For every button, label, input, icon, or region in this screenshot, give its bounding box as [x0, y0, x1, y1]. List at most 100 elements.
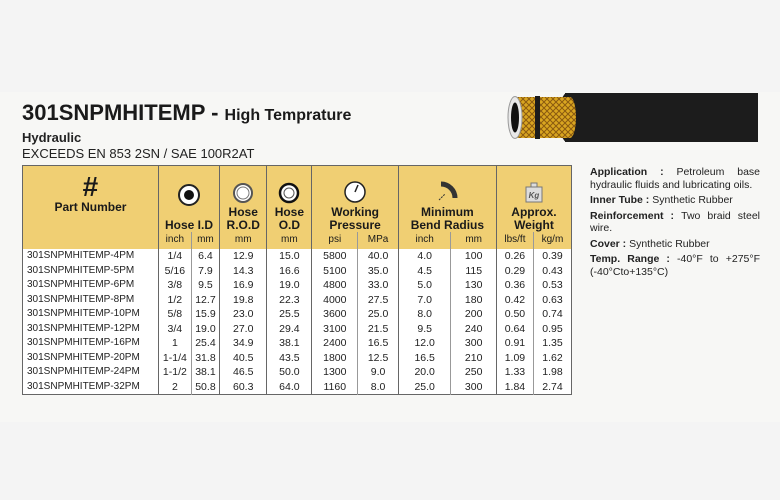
header-hose-id: Hose I.D: [157, 165, 220, 232]
value-cell: 5.0: [397, 278, 451, 293]
value-cell: 0.95: [532, 321, 572, 336]
unit-blank: [22, 232, 159, 249]
value-cell: 2400: [311, 336, 358, 351]
value-cell: 1/4: [157, 249, 192, 264]
value-cell: 21.5: [357, 321, 399, 336]
header-bend-radius: Minimum Bend Radius: [397, 165, 497, 232]
value-cell: 0.53: [532, 278, 572, 293]
unit-label: mm: [266, 232, 312, 249]
value-cell: 1: [157, 336, 192, 351]
value-cell: 25.0: [397, 379, 451, 395]
svg-text:Kg: Kg: [529, 191, 540, 200]
value-cell: 3/8: [157, 278, 192, 293]
value-cell: 12.9: [219, 249, 267, 264]
value-cell: 1300: [311, 365, 358, 380]
value-cell: 1160: [311, 379, 358, 395]
product-standard: EXCEEDS EN 853 2SN / SAE 100R2AT: [22, 146, 255, 161]
value-cell: 4.5: [397, 263, 451, 278]
value-cell: 1800: [311, 350, 358, 365]
part-number-cell: 301SNPMHITEMP-8PM: [22, 292, 159, 307]
value-cell: 4.0: [397, 249, 451, 264]
value-cell: 4800: [311, 278, 358, 293]
header-hose-rod: Hose R.O.D: [219, 165, 267, 232]
weight-icon: Kg: [525, 182, 543, 203]
value-cell: 31.8: [190, 350, 220, 365]
value-cell: 0.42: [495, 292, 534, 307]
info-item: Inner Tube : Synthetic Rubber: [590, 194, 733, 206]
value-cell: 16.9: [219, 278, 267, 293]
value-cell: 100: [450, 249, 497, 264]
value-cell: 1.35: [532, 336, 572, 351]
value-cell: 15.9: [190, 307, 220, 322]
value-cell: 4000: [311, 292, 358, 307]
value-cell: 12.5: [357, 350, 399, 365]
value-cell: 0.39: [532, 249, 572, 264]
part-number-cell: 301SNPMHITEMP-32PM: [22, 379, 159, 395]
value-cell: 5800: [311, 249, 358, 264]
value-cell: 33.0: [357, 278, 399, 293]
info-item: Cover : Synthetic Rubber: [590, 237, 710, 250]
value-cell: 7.0: [397, 292, 451, 307]
value-cell: 46.5: [219, 365, 267, 380]
value-cell: 19.8: [219, 292, 267, 307]
value-cell: 1.62: [532, 350, 572, 365]
value-cell: 0.63: [532, 292, 572, 307]
value-cell: 7.9: [190, 263, 220, 278]
table-row: 301SNPMHITEMP-20PM 1-1/4 31.8 40.5 43.5 1800 1…: [22, 350, 572, 365]
part-number-cell: 301SNPMHITEMP-16PM: [22, 336, 159, 351]
value-cell: 14.3: [219, 263, 267, 278]
part-number-cell: 301SNPMHITEMP-10PM: [22, 307, 159, 322]
value-cell: 180: [450, 292, 497, 307]
header-working-pressure: Working Pressure: [311, 165, 399, 232]
value-cell: 0.43: [532, 263, 572, 278]
value-cell: 9.5: [190, 278, 220, 293]
value-cell: 0.26: [495, 249, 534, 264]
hose-od-icon: [279, 182, 300, 204]
value-cell: 1-1/2: [157, 365, 192, 380]
value-cell: 0.50: [495, 307, 534, 322]
hose-rod-icon: [233, 183, 254, 203]
value-cell: 3100: [311, 321, 358, 336]
unit-label: mm: [219, 232, 267, 249]
value-cell: 40.0: [357, 249, 399, 264]
header-weight: Kg Approx. Weight: [495, 165, 572, 232]
value-cell: 25.0: [357, 307, 399, 322]
table-row: 301SNPMHITEMP-5PM 5/16 7.9 14.3 16.6 5100 35.0…: [22, 263, 572, 278]
bend-radius-icon: [439, 181, 458, 201]
unit-label: psi: [311, 232, 358, 249]
value-cell: 200: [450, 307, 497, 322]
value-cell: 60.3: [219, 379, 267, 395]
value-cell: 5100: [311, 263, 358, 278]
part-number-cell: 301SNPMHITEMP-24PM: [22, 365, 159, 380]
value-cell: 210: [450, 350, 497, 365]
value-cell: 0.91: [495, 336, 534, 351]
value-cell: 9.0: [357, 365, 399, 380]
info-item: Temp. Range : -40°F to +275°F (-40°Cto+1…: [590, 253, 760, 278]
info-item: Application : Petroleum base hydraulic f…: [590, 166, 760, 191]
unit-label: MPa: [357, 232, 399, 249]
value-cell: 50.0: [266, 365, 312, 380]
value-cell: 43.5: [266, 350, 312, 365]
value-cell: 25.5: [266, 307, 312, 322]
value-cell: 2: [157, 379, 192, 395]
value-cell: 0.64: [495, 321, 534, 336]
product-subtitle: Hydraulic: [22, 130, 82, 145]
value-cell: 8.0: [357, 379, 399, 395]
pressure-gauge-icon: [344, 181, 366, 203]
table-row: 301SNPMHITEMP-16PM 1 25.4 34.9 38.1 2400 16.5 1…: [22, 336, 572, 351]
value-cell: 1.98: [532, 365, 572, 380]
header-part-number: # Part Number: [22, 165, 159, 232]
value-cell: 23.0: [219, 307, 267, 322]
header-hose-od: Hose O.D: [266, 165, 312, 232]
value-cell: 8.0: [397, 307, 451, 322]
unit-label: mm: [450, 232, 497, 249]
value-cell: 0.29: [495, 263, 534, 278]
unit-label: kg/m: [532, 232, 572, 249]
value-cell: 1-1/4: [157, 350, 192, 365]
table-row: 301SNPMHITEMP-8PM 1/2 12.7 19.8 22.3 4000 27.5…: [22, 292, 572, 307]
value-cell: 35.0: [357, 263, 399, 278]
value-cell: 38.1: [266, 336, 312, 351]
value-cell: 40.5: [219, 350, 267, 365]
product-title: 301SNPMHITEMP - High Temprature: [22, 100, 352, 125]
value-cell: 0.74: [532, 307, 572, 322]
